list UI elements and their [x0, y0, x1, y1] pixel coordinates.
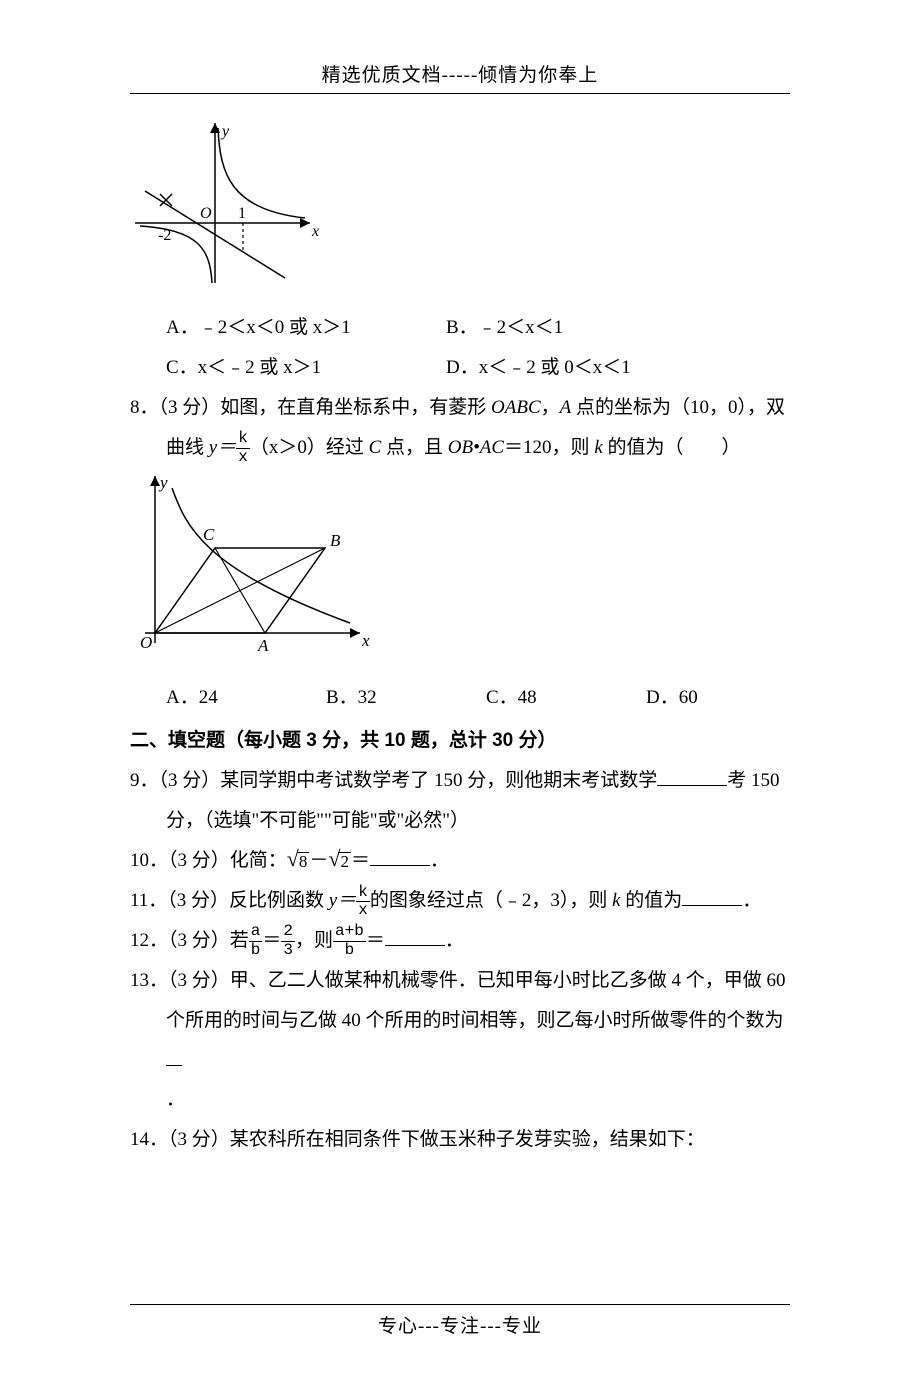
header-rule [130, 93, 790, 94]
svg-text:x: x [361, 631, 370, 650]
q8-opt-b: B．32 [326, 678, 486, 718]
q10-blank [370, 842, 430, 866]
q13-line2: 个所用的时间与乙做 40 个所用的时间相等，则乙每小时所做零件的个数为 [130, 1001, 790, 1081]
q8-opt-d: D．60 [646, 678, 698, 718]
svg-text:y: y [220, 123, 230, 140]
q8-options: A．24 B．32 C．48 D．60 [130, 678, 790, 718]
svg-text:A: A [257, 636, 269, 655]
q7-opt-a: A．﹣2＜x＜0 或 x＞1 [166, 308, 446, 348]
q7-options-row1: A．﹣2＜x＜0 或 x＞1 B．﹣2＜x＜1 [130, 308, 790, 348]
figure-q8: y x O A B C [130, 468, 790, 658]
q7-opt-b: B．﹣2＜x＜1 [446, 308, 563, 348]
svg-text:x: x [311, 223, 319, 240]
q8-opt-c: C．48 [486, 678, 646, 718]
q7-opt-d: D．x＜﹣2 或 0＜x＜1 [446, 348, 631, 388]
svg-text:y: y [158, 473, 168, 492]
svg-text:O: O [200, 205, 212, 222]
q8-opt-a: A．24 [166, 678, 326, 718]
q12-blank [385, 922, 445, 946]
q10: 10．（3 分）化简：√8－√2＝． [130, 841, 790, 881]
q14-line1: 14．（3 分）某农科所在相同条件下做玉米种子发芽实验，结果如下： [130, 1120, 790, 1160]
q12: 12．（3 分）若ab＝23，则a+bb＝． [130, 921, 790, 961]
svg-text:1: 1 [238, 205, 246, 222]
section-2-title: 二、填空题（每小题 3 分，共 10 题，总计 30 分） [130, 721, 790, 761]
svg-text:O: O [140, 633, 152, 652]
q13-blank [166, 1042, 182, 1066]
q8-line2: 曲线 y＝kx（x＞0）经过 C 点，且 OB•AC＝120，则 k 的值为（ … [130, 428, 790, 468]
page-footer: 专心---专注---专业 [130, 1311, 790, 1338]
q9-blank [657, 763, 727, 787]
q9-line1: 9．（3 分）某同学期中考试数学考了 150 分，则他期末考试数学考 150 [130, 761, 790, 801]
q7-opt-c: C．x＜﹣2 或 x＞1 [166, 348, 446, 388]
figure-q7: y x O -2 1 [130, 118, 790, 288]
q8-line1: 8．（3 分）如图，在直角坐标系中，有菱形 OABC，A 点的坐标为（10，0）… [130, 388, 790, 428]
svg-text:B: B [330, 531, 341, 550]
q11-blank [682, 882, 742, 906]
q13-line3: ． [130, 1080, 790, 1120]
page-header: 精选优质文档-----倾情为你奉上 [130, 60, 790, 87]
q11: 11．（3 分）反比例函数 y＝kx的图象经过点（﹣2，3），则 k 的值为． [130, 881, 790, 921]
q13-line1: 13．（3 分）甲、乙二人做某种机械零件．已知甲每小时比乙多做 4 个，甲做 6… [130, 961, 790, 1001]
svg-text:-2: -2 [158, 227, 171, 244]
svg-text:C: C [203, 525, 215, 544]
q7-options-row2: C．x＜﹣2 或 x＞1 D．x＜﹣2 或 0＜x＜1 [130, 348, 790, 388]
footer-rule [130, 1304, 790, 1305]
q9-line2: 分，（选填"不可能""可能"或"必然"） [130, 801, 790, 841]
